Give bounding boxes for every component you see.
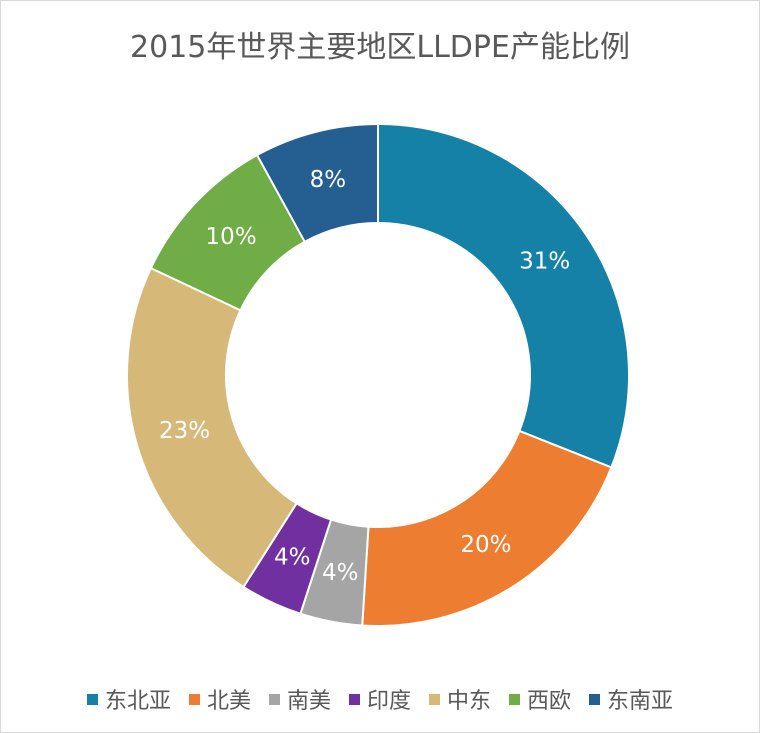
legend-item-3: 南美 xyxy=(268,683,331,715)
slice-1 xyxy=(377,122,630,469)
legend-item-1: 东北亚 xyxy=(86,683,171,715)
legend-swatch xyxy=(348,693,360,705)
chart-legend: 东北亚 北美 南美 印度 中东 西欧 东南亚 xyxy=(0,683,760,715)
legend-label: 中东 xyxy=(447,689,492,714)
slice-2 xyxy=(361,429,613,627)
legend-swatch xyxy=(429,693,440,705)
legend-item-5: 中东 xyxy=(429,683,491,715)
data-label-1: 31% xyxy=(519,249,570,275)
legend-swatch xyxy=(268,693,280,705)
data-label-6: 10% xyxy=(206,224,257,250)
legend-item-7: 东南亚 xyxy=(589,683,673,715)
legend-label: 南美 xyxy=(286,689,331,714)
legend-swatch xyxy=(188,693,200,705)
data-label-4: 4% xyxy=(274,544,311,570)
legend-item-4: 印度 xyxy=(348,683,411,715)
legend-label: 北美 xyxy=(206,689,251,714)
legend-label: 东南亚 xyxy=(607,689,674,714)
legend-swatch xyxy=(509,693,521,705)
legend-item-2: 北美 xyxy=(188,683,251,715)
data-label-5: 23% xyxy=(159,418,210,444)
data-label-7: 8% xyxy=(310,167,347,193)
legend-label: 印度 xyxy=(366,689,411,714)
legend-label: 西欧 xyxy=(527,689,572,714)
data-label-2: 20% xyxy=(460,532,511,558)
slice-7 xyxy=(255,122,379,244)
chart-title: 2015年世界主要地区LLDPE产能比例 xyxy=(130,30,630,65)
data-label-3: 4% xyxy=(322,560,359,586)
legend-swatch xyxy=(86,693,98,705)
slice-5 xyxy=(126,266,298,589)
legend-label: 东北亚 xyxy=(104,689,171,714)
legend-swatch xyxy=(589,693,601,705)
legend-item-6: 西欧 xyxy=(509,683,571,715)
